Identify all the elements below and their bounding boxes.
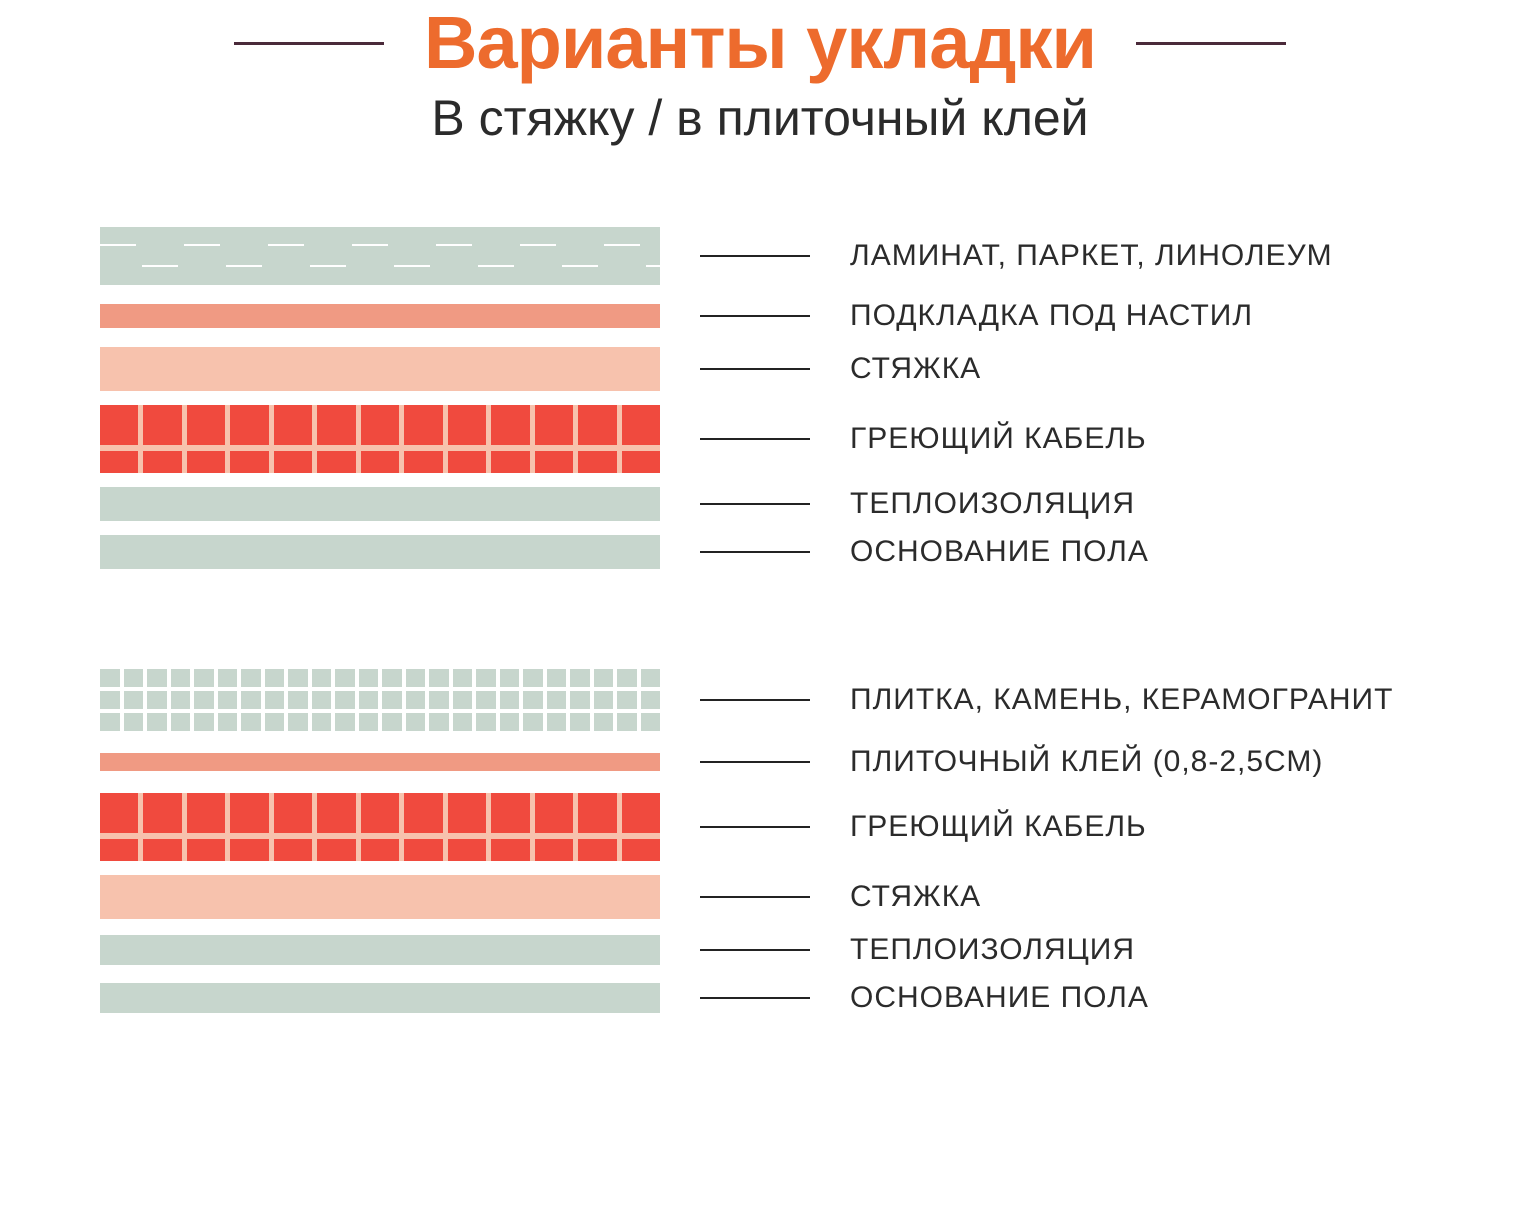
layer-row-underlay: ПОДКЛАДКА ПОД НАСТИЛ	[100, 299, 1420, 333]
layer-row-laminate: ЛАМИНАТ, ПАРКЕТ, ЛИНОЛЕУМ	[100, 227, 1420, 285]
layer-label-base: ОСНОВАНИЕ ПОЛА	[850, 535, 1149, 569]
leader-line	[700, 315, 810, 317]
layer-graphic-base	[100, 983, 660, 1013]
layer-label-cable: ГРЕЮЩИЙ КАБЕЛЬ	[850, 810, 1147, 844]
layer-graphic-screed	[100, 347, 660, 391]
layer-row-adhes: ПЛИТОЧНЫЙ КЛЕЙ (0,8-2,5СМ)	[100, 745, 1420, 779]
layer-label-tile: ПЛИТКА, КАМЕНЬ, КЕРАМОГРАНИТ	[850, 683, 1393, 717]
layer-label-underlay: ПОДКЛАДКА ПОД НАСТИЛ	[850, 299, 1253, 333]
layer-label-cable: ГРЕЮЩИЙ КАБЕЛЬ	[850, 422, 1147, 456]
diagram-tile-adhesive: ПЛИТКА, КАМЕНЬ, КЕРАМОГРАНИТ ПЛИТОЧНЫЙ КЛ…	[100, 669, 1420, 1015]
layer-row-cable: ГРЕЮЩИЙ КАБЕЛЬ	[100, 405, 1420, 473]
leader-line	[700, 551, 810, 553]
layer-graphic-cable	[100, 793, 660, 861]
header: Варианты укладки В стяжку / в плиточный …	[0, 0, 1520, 147]
layer-label-screed: СТЯЖКА	[850, 880, 981, 914]
header-rule-right	[1136, 42, 1286, 45]
header-rule-left	[234, 42, 384, 45]
page-title: Варианты укладки	[424, 0, 1096, 85]
leader-line	[700, 949, 810, 951]
layer-row-screed: СТЯЖКА	[100, 875, 1420, 919]
diagrams-container: ЛАМИНАТ, ПАРКЕТ, ЛИНОЛЕУМ ПОДКЛАДКА ПОД Н…	[0, 147, 1520, 1015]
layer-graphic-tile	[100, 669, 660, 731]
leader-line	[700, 438, 810, 440]
leader-line	[700, 826, 810, 828]
layer-label-adhes: ПЛИТОЧНЫЙ КЛЕЙ (0,8-2,5СМ)	[850, 745, 1323, 779]
layer-graphic-insul	[100, 487, 660, 521]
layer-label-laminate: ЛАМИНАТ, ПАРКЕТ, ЛИНОЛЕУМ	[850, 239, 1333, 273]
layer-row-cable: ГРЕЮЩИЙ КАБЕЛЬ	[100, 793, 1420, 861]
leader-line	[700, 503, 810, 505]
leader-line	[700, 368, 810, 370]
diagram-screed: ЛАМИНАТ, ПАРКЕТ, ЛИНОЛЕУМ ПОДКЛАДКА ПОД Н…	[100, 227, 1420, 569]
layer-row-base: ОСНОВАНИЕ ПОЛА	[100, 535, 1420, 569]
layer-graphic-base	[100, 535, 660, 569]
layer-graphic-adhes	[100, 753, 660, 771]
layer-row-base: ОСНОВАНИЕ ПОЛА	[100, 981, 1420, 1015]
leader-line	[700, 896, 810, 898]
layer-label-insul: ТЕПЛОИЗОЛЯЦИЯ	[850, 487, 1135, 521]
layer-row-tile: ПЛИТКА, КАМЕНЬ, КЕРАМОГРАНИТ	[100, 669, 1420, 731]
layer-graphic-insul	[100, 935, 660, 965]
layer-row-insul: ТЕПЛОИЗОЛЯЦИЯ	[100, 933, 1420, 967]
layer-label-base: ОСНОВАНИЕ ПОЛА	[850, 981, 1149, 1015]
layer-graphic-laminate	[100, 227, 660, 285]
layer-row-screed: СТЯЖКА	[100, 347, 1420, 391]
layer-graphic-screed	[100, 875, 660, 919]
leader-line	[700, 761, 810, 763]
header-text: Варианты укладки В стяжку / в плиточный …	[424, 0, 1096, 147]
leader-line	[700, 255, 810, 257]
layer-graphic-cable	[100, 405, 660, 473]
layer-graphic-underlay	[100, 304, 660, 328]
layer-label-screed: СТЯЖКА	[850, 352, 981, 386]
layer-label-insul: ТЕПЛОИЗОЛЯЦИЯ	[850, 933, 1135, 967]
page-subtitle: В стяжку / в плиточный клей	[424, 89, 1096, 147]
leader-line	[700, 699, 810, 701]
layer-row-insul: ТЕПЛОИЗОЛЯЦИЯ	[100, 487, 1420, 521]
leader-line	[700, 997, 810, 999]
